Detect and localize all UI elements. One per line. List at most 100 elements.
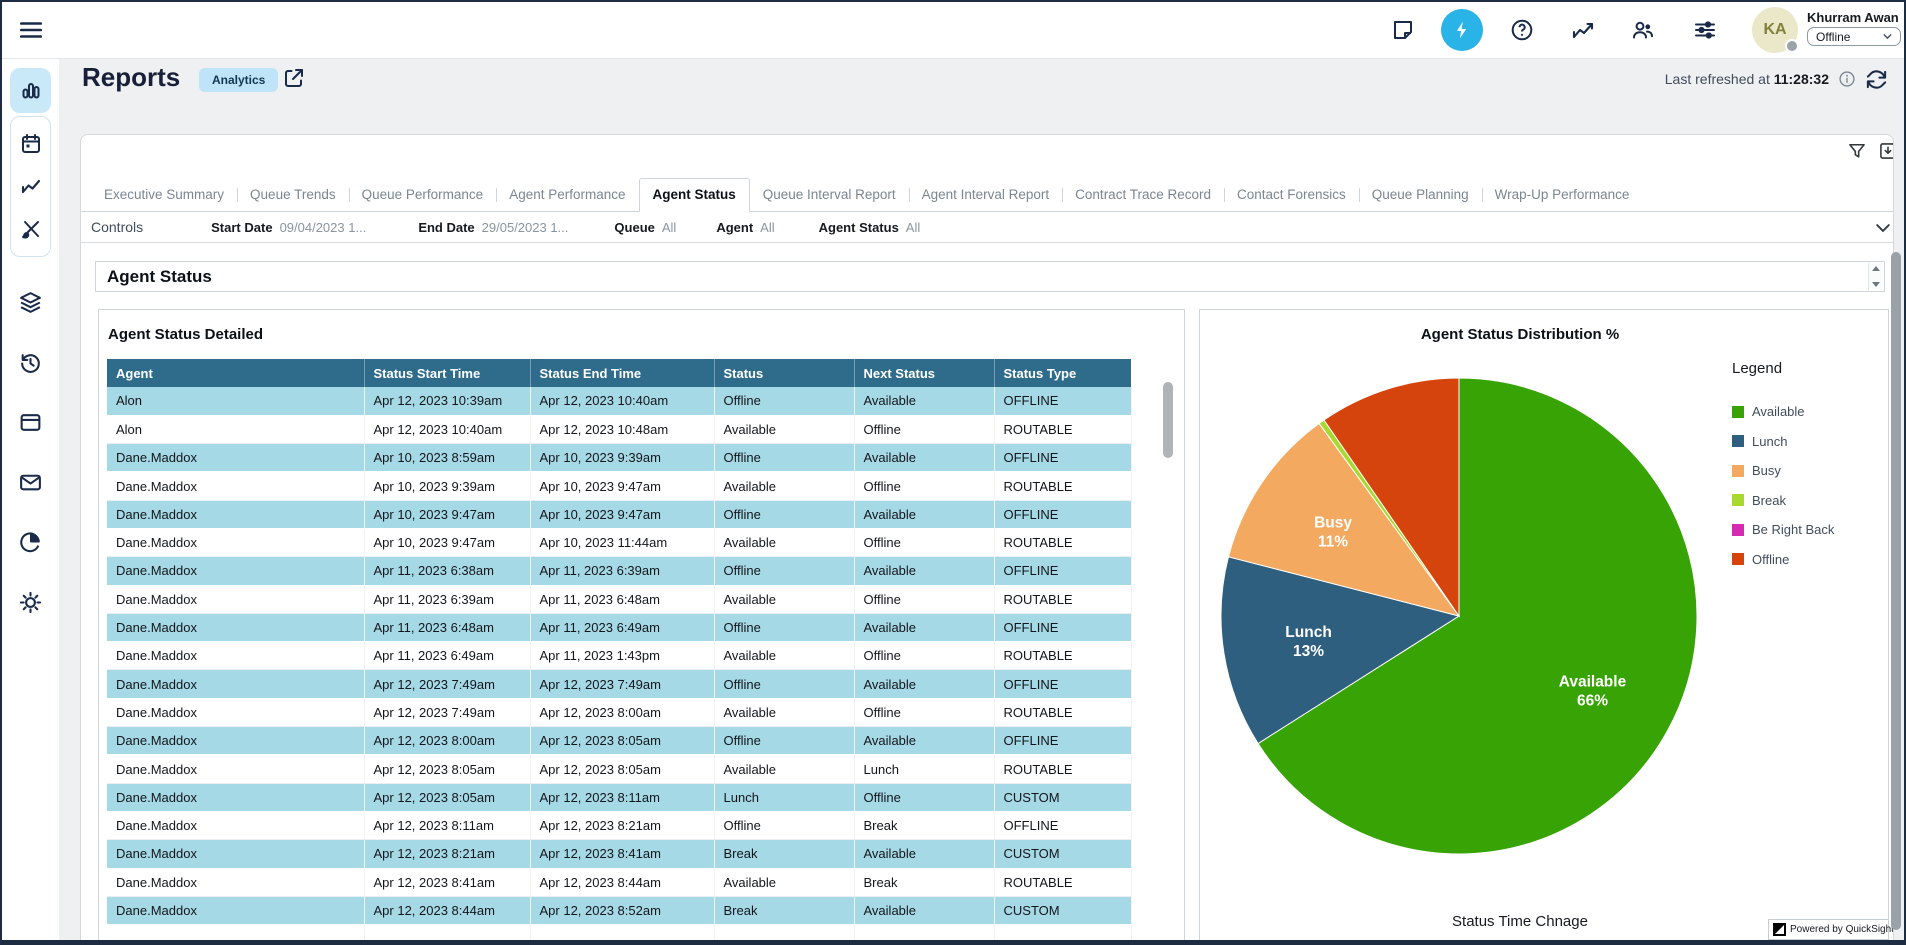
- table-cell: Dane.Maddox: [107, 670, 364, 698]
- info-icon[interactable]: [1838, 70, 1856, 88]
- tab-agent-status[interactable]: Agent Status: [639, 178, 750, 212]
- filter-agent-status[interactable]: Agent StatusAll: [819, 220, 921, 235]
- section-stepper[interactable]: [1868, 263, 1883, 290]
- tab-agent-performance[interactable]: Agent Performance: [496, 179, 638, 211]
- analytics-badge: Analytics: [199, 68, 278, 92]
- trend-icon[interactable]: [19, 174, 43, 198]
- users-icon[interactable]: [1631, 18, 1655, 42]
- table-cell: CUSTOM: [994, 783, 1131, 811]
- legend-item-lunch[interactable]: Lunch: [1732, 427, 1834, 457]
- table-cell: Offline: [714, 557, 854, 585]
- table-row[interactable]: [107, 925, 1131, 941]
- table-row[interactable]: Dane.MaddoxApr 11, 2023 6:48amApr 11, 20…: [107, 613, 1131, 641]
- table-cell: Apr 12, 2023 7:49am: [364, 698, 530, 726]
- column-header-status-start-time[interactable]: Status Start Time: [364, 359, 530, 387]
- quicksight-badge[interactable]: Powered by QuickSight: [1768, 919, 1889, 940]
- hamburger-menu-icon[interactable]: [18, 17, 44, 43]
- sidebar-item-reports[interactable]: [10, 68, 51, 113]
- help-icon[interactable]: [1510, 18, 1534, 42]
- table-cell: Break: [714, 896, 854, 924]
- table-cell: OFFLINE: [994, 613, 1131, 641]
- calendar-icon[interactable]: [19, 132, 43, 156]
- table-row[interactable]: Dane.MaddoxApr 10, 2023 9:47amApr 10, 20…: [107, 500, 1131, 528]
- filter-agent[interactable]: AgentAll: [716, 220, 774, 235]
- mail-icon[interactable]: [18, 470, 43, 495]
- table-cell: Dane.Maddox: [107, 642, 364, 670]
- table-row[interactable]: Dane.MaddoxApr 10, 2023 8:59amApr 10, 20…: [107, 444, 1131, 472]
- table-cell: Offline: [714, 444, 854, 472]
- table-row[interactable]: Dane.MaddoxApr 10, 2023 9:39amApr 10, 20…: [107, 472, 1131, 500]
- filters: Start Date09/04/2023 1... End Date29/05/2…: [143, 220, 920, 235]
- refresh-icon[interactable]: [1865, 68, 1888, 91]
- table-cell: [994, 925, 1131, 941]
- table-cell: OFFLINE: [994, 500, 1131, 528]
- tab-agent-interval-report[interactable]: Agent Interval Report: [909, 179, 1063, 211]
- table-cell: Dane.Maddox: [107, 444, 364, 472]
- dashboard-scrollbar[interactable]: [1891, 252, 1901, 930]
- tab-queue-trends[interactable]: Queue Trends: [237, 179, 349, 211]
- filter-funnel-icon[interactable]: [1847, 141, 1867, 161]
- tab-contact-forensics[interactable]: Contact Forensics: [1224, 179, 1359, 211]
- column-header-next-status[interactable]: Next Status: [854, 359, 994, 387]
- tab-queue-interval-report[interactable]: Queue Interval Report: [750, 179, 909, 211]
- tab-contract-trace-record[interactable]: Contract Trace Record: [1062, 179, 1224, 211]
- settings-sliders-icon[interactable]: [1693, 18, 1717, 42]
- app-window: KA Khurram Awan Offline Reports Analytic…: [0, 0, 1906, 945]
- table-row[interactable]: Dane.MaddoxApr 10, 2023 9:47amApr 10, 20…: [107, 528, 1131, 556]
- last-refreshed: Last refreshed at 11:28:32: [1665, 66, 1888, 92]
- column-header-status-type[interactable]: Status Type: [994, 359, 1131, 387]
- status-dropdown[interactable]: Offline: [1807, 27, 1901, 46]
- table-row[interactable]: Dane.MaddoxApr 12, 2023 8:05amApr 12, 20…: [107, 783, 1131, 811]
- table-row[interactable]: Dane.MaddoxApr 11, 2023 6:39amApr 11, 20…: [107, 585, 1131, 613]
- column-header-status-end-time[interactable]: Status End Time: [530, 359, 714, 387]
- table-row[interactable]: Dane.MaddoxApr 12, 2023 8:05amApr 12, 20…: [107, 755, 1131, 783]
- legend-item-break[interactable]: Break: [1732, 486, 1834, 516]
- table-row[interactable]: AlonApr 12, 2023 10:39amApr 12, 2023 10:…: [107, 387, 1131, 415]
- controls-collapse-chevron-icon[interactable]: [1873, 218, 1893, 238]
- table-row[interactable]: Dane.MaddoxApr 11, 2023 6:38amApr 11, 20…: [107, 557, 1131, 585]
- table-row[interactable]: Dane.MaddoxApr 12, 2023 8:11amApr 12, 20…: [107, 811, 1131, 839]
- tab-queue-performance[interactable]: Queue Performance: [349, 179, 497, 211]
- filter-queue[interactable]: QueueAll: [614, 220, 676, 235]
- window-icon[interactable]: [18, 410, 43, 435]
- download-icon[interactable]: [1878, 141, 1894, 161]
- tab-executive-summary[interactable]: Executive Summary: [91, 179, 237, 211]
- table-row[interactable]: Dane.MaddoxApr 12, 2023 7:49amApr 12, 20…: [107, 698, 1131, 726]
- tab-queue-planning[interactable]: Queue Planning: [1359, 179, 1482, 211]
- filter-end-date[interactable]: End Date29/05/2023 1...: [418, 220, 568, 235]
- table-cell: Apr 12, 2023 8:00am: [364, 727, 530, 755]
- legend-item-busy[interactable]: Busy: [1732, 456, 1834, 486]
- legend-item-offline[interactable]: Offline: [1732, 545, 1834, 575]
- table-cell: Dane.Maddox: [107, 783, 364, 811]
- notes-icon[interactable]: [1391, 18, 1415, 42]
- filter-start-date[interactable]: Start Date09/04/2023 1...: [211, 220, 366, 235]
- gear-icon[interactable]: [18, 590, 43, 615]
- table-cell: Available: [714, 585, 854, 613]
- pie-label: 66%: [1577, 692, 1608, 709]
- table-row[interactable]: Dane.MaddoxApr 11, 2023 6:49amApr 11, 20…: [107, 642, 1131, 670]
- pie-chart-icon[interactable]: [18, 530, 43, 555]
- metrics-icon[interactable]: [1571, 18, 1595, 42]
- history-icon[interactable]: [18, 350, 43, 375]
- table-row[interactable]: Dane.MaddoxApr 12, 2023 8:44amApr 12, 20…: [107, 896, 1131, 924]
- legend-item-available[interactable]: Available: [1732, 397, 1834, 427]
- table-row[interactable]: Dane.MaddoxApr 12, 2023 7:49amApr 12, 20…: [107, 670, 1131, 698]
- design-icon[interactable]: [19, 217, 43, 241]
- table-cell: Apr 12, 2023 8:21am: [530, 811, 714, 839]
- tab-wrap-up-performance[interactable]: Wrap-Up Performance: [1482, 179, 1643, 211]
- legend-item-be-right-back[interactable]: Be Right Back: [1732, 515, 1834, 545]
- table-cell: ROUTABLE: [994, 415, 1131, 443]
- external-link-icon[interactable]: [282, 66, 306, 90]
- table-row[interactable]: Dane.MaddoxApr 12, 2023 8:41amApr 12, 20…: [107, 868, 1131, 896]
- table-scrollbar[interactable]: [1163, 382, 1173, 458]
- table-row[interactable]: AlonApr 12, 2023 10:40amApr 12, 2023 10:…: [107, 415, 1131, 443]
- column-header-status[interactable]: Status: [714, 359, 854, 387]
- table-row[interactable]: Dane.MaddoxApr 12, 2023 8:00amApr 12, 20…: [107, 727, 1131, 755]
- table-cell: Break: [854, 868, 994, 896]
- layers-icon[interactable]: [18, 290, 43, 315]
- column-header-agent[interactable]: Agent: [107, 359, 364, 387]
- flash-icon[interactable]: [1441, 9, 1483, 51]
- table-cell: CUSTOM: [994, 840, 1131, 868]
- table-cell: Available: [854, 500, 994, 528]
- table-row[interactable]: Dane.MaddoxApr 12, 2023 8:21amApr 12, 20…: [107, 840, 1131, 868]
